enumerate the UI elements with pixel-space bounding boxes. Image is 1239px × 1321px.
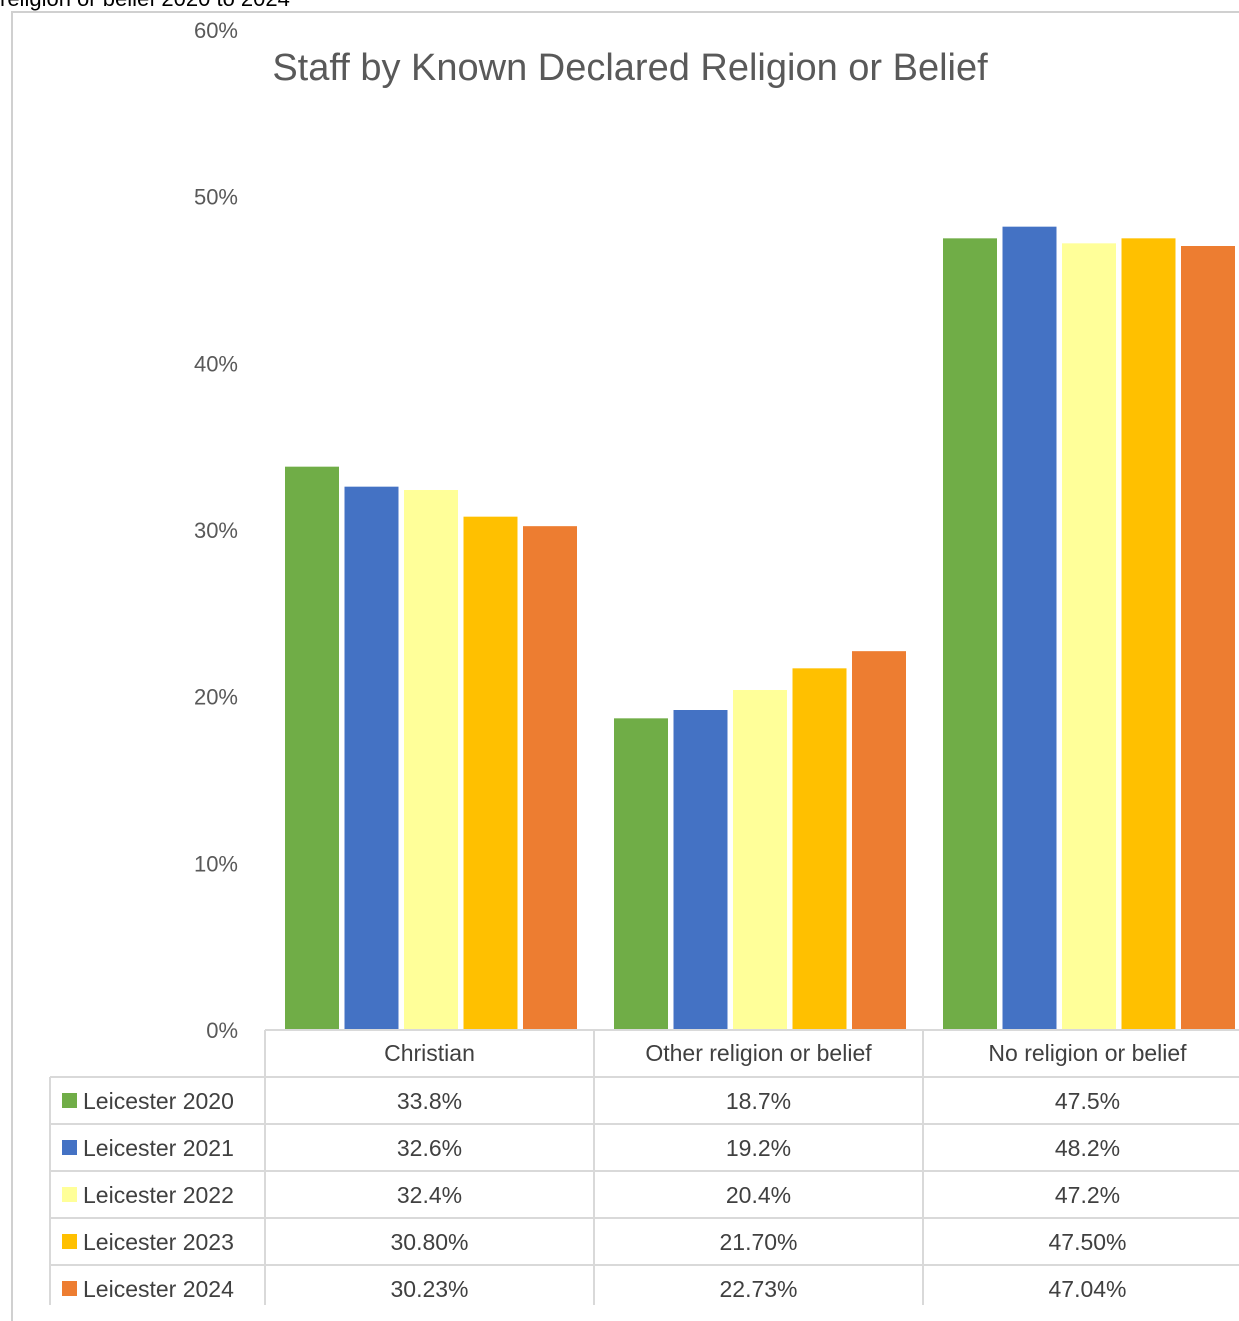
bar-leicester-2021-no-religion-or-belief [1003, 227, 1057, 1030]
data-label: 32.4% [397, 1182, 462, 1208]
legend-swatch [62, 1093, 77, 1108]
bar-leicester-2022-no-religion-or-belief [1062, 243, 1116, 1030]
bar-leicester-2024-no-religion-or-belief [1181, 246, 1235, 1030]
data-table: Christian Other religion or belief No reli… [50, 1030, 1239, 1305]
legend-series-name: Leicester 2024 [83, 1276, 234, 1302]
x-category-label: No religion or belief [988, 1040, 1187, 1066]
legend-swatch [62, 1140, 77, 1155]
legend-swatch [62, 1234, 77, 1249]
data-label: 47.50% [1048, 1229, 1126, 1255]
data-label: 48.2% [1055, 1135, 1120, 1161]
data-label: 47.04% [1048, 1276, 1126, 1302]
data-label: 18.7% [726, 1088, 791, 1114]
legend-series-name: Leicester 2023 [83, 1229, 234, 1255]
bar-leicester-2020-other-religion-or-belief [614, 718, 668, 1030]
data-label: 30.23% [390, 1276, 468, 1302]
chart-title: Staff by Known Declared Religion or Beli… [272, 47, 988, 89]
bar-leicester-2020-christian [285, 467, 339, 1030]
legend-swatch [62, 1281, 77, 1296]
legend-series-name: Leicester 2022 [83, 1182, 234, 1208]
data-label: 47.5% [1055, 1088, 1120, 1114]
bar-leicester-2020-no-religion-or-belief [943, 238, 997, 1030]
y-tick-label: 0% [206, 1018, 238, 1043]
bar-leicester-2022-other-religion-or-belief [733, 690, 787, 1030]
y-tick-label: 60% [194, 18, 238, 43]
data-label: 33.8% [397, 1088, 462, 1114]
data-label: 20.4% [726, 1182, 791, 1208]
y-tick-label: 20% [194, 685, 238, 710]
legend-swatch [62, 1187, 77, 1202]
bar-leicester-2022-christian [404, 490, 458, 1030]
y-tick-label: 40% [194, 351, 238, 376]
y-axis-ticks: 0% 10% 20% 30% 40% 50% 60% [194, 18, 238, 1043]
y-tick-label: 50% [194, 185, 238, 210]
data-label: 21.70% [719, 1229, 797, 1255]
data-label: 30.80% [390, 1229, 468, 1255]
y-tick-label: 30% [194, 518, 238, 543]
bar-leicester-2024-christian [523, 526, 577, 1030]
data-label: 22.73% [719, 1276, 797, 1302]
bar-leicester-2023-no-religion-or-belief [1122, 238, 1176, 1030]
bar-leicester-2023-other-religion-or-belief [793, 668, 847, 1030]
x-category-label: Other religion or belief [645, 1040, 872, 1066]
data-label: 19.2% [726, 1135, 791, 1161]
bars [285, 227, 1235, 1030]
legend-series-name: Leicester 2020 [83, 1088, 234, 1114]
x-category-label: Christian [384, 1040, 475, 1066]
y-tick-label: 10% [194, 851, 238, 876]
bar-leicester-2024-other-religion-or-belief [852, 651, 906, 1030]
legend-series-name: Leicester 2021 [83, 1135, 234, 1161]
data-label: 47.2% [1055, 1182, 1120, 1208]
bar-leicester-2023-christian [464, 517, 518, 1030]
bar-leicester-2021-christian [345, 487, 399, 1030]
bar-leicester-2021-other-religion-or-belief [674, 710, 728, 1030]
data-label: 32.6% [397, 1135, 462, 1161]
